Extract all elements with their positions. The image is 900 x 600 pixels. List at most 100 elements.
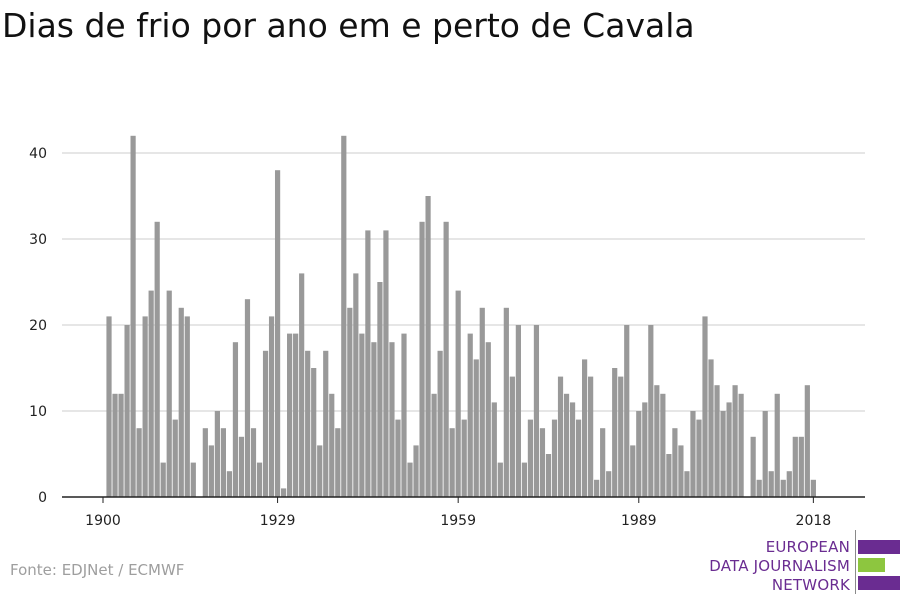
bar xyxy=(732,385,738,497)
bar xyxy=(184,316,190,497)
bar xyxy=(299,273,305,497)
y-tick-label: 0 xyxy=(38,490,47,506)
bar xyxy=(136,428,142,497)
bar xyxy=(347,307,353,497)
bar xyxy=(726,402,732,497)
x-tick-label: 1929 xyxy=(260,513,296,529)
bar xyxy=(672,428,678,497)
bar xyxy=(588,376,594,497)
bar xyxy=(798,436,804,497)
bar xyxy=(714,385,720,497)
edjnet-logo[interactable]: EUROPEAN DATA JOURNALISM NETWORK xyxy=(700,530,900,594)
bar xyxy=(311,368,317,497)
x-axis-labels: 1900 1929 1959 1989 2018 xyxy=(85,513,831,529)
bar xyxy=(142,316,148,497)
bar xyxy=(582,359,588,497)
y-tick-label: 30 xyxy=(29,232,47,248)
bar xyxy=(305,350,311,497)
bar xyxy=(377,282,383,497)
bar xyxy=(407,462,413,497)
chart-title: Dias de frio por ano em e perto de Caval… xyxy=(2,6,695,45)
bar xyxy=(479,307,485,497)
logo-bar-purple-top xyxy=(858,540,900,554)
logo-line-3: NETWORK xyxy=(771,576,850,594)
x-tick-label: 1959 xyxy=(440,513,476,529)
bar xyxy=(786,471,792,497)
bar xyxy=(557,376,564,497)
bar xyxy=(768,471,774,497)
bar xyxy=(220,428,226,497)
bar xyxy=(545,454,552,497)
bar xyxy=(708,359,714,497)
bar xyxy=(214,411,220,497)
bar xyxy=(467,333,473,497)
bar xyxy=(335,428,341,497)
bar xyxy=(738,393,744,497)
bar xyxy=(461,419,467,497)
bar xyxy=(178,307,184,497)
bar xyxy=(569,402,576,497)
bar xyxy=(274,170,281,497)
bar xyxy=(455,290,461,497)
bar xyxy=(630,445,636,497)
bar xyxy=(341,135,347,498)
logo-line-2: DATA JOURNALISM xyxy=(709,557,850,575)
bar xyxy=(383,230,389,497)
bar xyxy=(563,393,570,497)
bar xyxy=(750,436,756,497)
bar xyxy=(600,428,606,497)
x-tick-label: 1989 xyxy=(621,513,657,529)
bar xyxy=(690,411,696,497)
bar xyxy=(702,316,708,497)
logo-bar-green xyxy=(858,558,885,572)
bar xyxy=(395,419,401,497)
bar xyxy=(810,479,816,497)
y-tick-label: 40 xyxy=(29,146,47,162)
bar xyxy=(293,333,299,497)
bar xyxy=(497,462,503,497)
bar xyxy=(317,445,323,497)
bar xyxy=(624,325,630,497)
bar xyxy=(166,290,172,497)
bar xyxy=(238,436,245,497)
y-axis-labels: 0 10 20 30 40 xyxy=(29,146,47,506)
bar xyxy=(762,411,768,497)
bar xyxy=(425,196,431,497)
bar xyxy=(154,221,160,498)
bar xyxy=(281,488,287,497)
bar xyxy=(172,419,178,497)
bar xyxy=(106,316,112,497)
bar xyxy=(118,393,124,497)
bar xyxy=(124,325,130,497)
bar xyxy=(329,393,335,497)
bars xyxy=(106,135,816,498)
bar xyxy=(232,342,239,497)
bar xyxy=(353,273,359,497)
bar xyxy=(130,135,136,498)
bar xyxy=(654,385,660,497)
bar xyxy=(696,419,702,497)
bar xyxy=(720,411,726,497)
bar xyxy=(618,376,624,497)
bar xyxy=(250,428,257,497)
y-tick-label: 20 xyxy=(29,318,47,334)
bar xyxy=(503,307,509,497)
bar xyxy=(527,419,534,497)
bar xyxy=(431,393,437,497)
bar xyxy=(256,462,263,497)
bar xyxy=(365,230,371,497)
bar xyxy=(521,462,527,497)
bar xyxy=(491,402,497,497)
bar xyxy=(539,428,546,497)
bar xyxy=(678,445,684,497)
bar xyxy=(804,385,810,497)
bar xyxy=(287,333,293,497)
bar xyxy=(202,428,208,497)
bar xyxy=(774,393,780,497)
source-label: Fonte: EDJNet / ECMWF xyxy=(10,561,185,579)
bar xyxy=(551,419,558,497)
bar xyxy=(606,471,612,497)
bar xyxy=(413,445,419,497)
bar xyxy=(437,350,443,497)
bar xyxy=(449,428,455,497)
